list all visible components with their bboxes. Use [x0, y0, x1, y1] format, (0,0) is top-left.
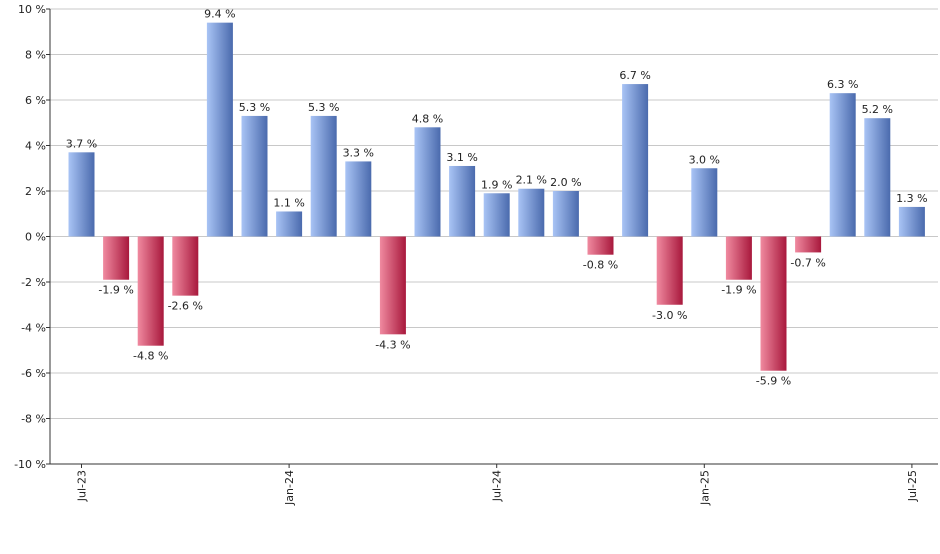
bar-Jan-25 [691, 168, 718, 237]
y-tick-label: 10 % [18, 3, 46, 16]
x-tick-label: Jan-24 [283, 470, 296, 506]
bar-Apr-25 [795, 236, 822, 253]
bar-Jan-24 [276, 211, 303, 237]
y-tick-label: 2 % [25, 185, 46, 198]
bar-Oct-24 [587, 236, 614, 255]
y-tick-label: -6 % [21, 367, 46, 380]
y-tick-label: -4 % [21, 322, 46, 335]
value-label-Dec-24: -3.0 % [652, 309, 687, 322]
value-label-Dec-23: 5.3 % [239, 101, 270, 114]
y-tick-label: -8 % [21, 413, 46, 426]
y-tick-label: 0 % [25, 231, 46, 244]
bar-Aug-23 [103, 236, 130, 280]
bar-Apr-24 [379, 236, 406, 335]
bar-Dec-23 [241, 115, 268, 237]
value-label-Jul-25: 1.3 % [896, 192, 927, 205]
bar-Jun-24 [449, 165, 476, 237]
x-tick-label: Jul-24 [491, 470, 504, 502]
bar-May-25 [829, 93, 856, 237]
bar-Jul-23 [68, 152, 95, 237]
value-label-Nov-24: 6.7 % [619, 69, 650, 82]
value-label-Nov-23: 9.4 % [204, 8, 235, 21]
bar-Nov-23 [206, 22, 233, 237]
value-label-May-25: 6.3 % [827, 78, 858, 91]
value-label-Apr-24: -4.3 % [375, 338, 410, 351]
value-label-Sep-23: -4.8 % [133, 350, 168, 363]
bar-Sep-23 [137, 236, 164, 346]
x-tick-label: Jul-23 [76, 470, 89, 502]
bar-Mar-24 [345, 161, 372, 237]
y-tick-label: 4 % [25, 140, 46, 153]
bar-Jul-25 [898, 206, 925, 237]
value-label-Oct-24: -0.8 % [583, 259, 618, 272]
y-tick-label: 6 % [25, 94, 46, 107]
value-label-Jul-24: 1.9 % [481, 178, 512, 191]
value-label-Aug-23: -1.9 % [98, 284, 133, 297]
bar-Feb-24 [310, 115, 337, 237]
bar-May-24 [414, 127, 441, 237]
value-label-Jan-24: 1.1 % [273, 196, 304, 209]
bars-layer [68, 22, 925, 371]
value-label-Feb-25: -1.9 % [721, 284, 756, 297]
value-label-Mar-25: -5.9 % [756, 375, 791, 388]
value-label-May-24: 4.8 % [412, 112, 443, 125]
y-tick-label: 8 % [25, 49, 46, 62]
value-label-Oct-23: -2.6 % [168, 300, 203, 313]
value-label-Sep-24: 2.0 % [550, 176, 581, 189]
bar-Jun-25 [864, 118, 891, 237]
value-label-Feb-24: 5.3 % [308, 101, 339, 114]
bar-Feb-25 [725, 236, 752, 280]
value-labels-layer: 3.7 % -1.9 % -4.8 % -2.6 % 9.4 % 5.3 % 1.1 % 5.… [66, 8, 928, 388]
value-label-Jun-25: 5.2 % [862, 103, 893, 116]
value-label-Aug-24: 2.1 % [516, 174, 547, 187]
bar-Nov-24 [622, 84, 649, 237]
value-label-Mar-24: 3.3 % [343, 146, 374, 159]
y-tick-label: -10 % [14, 458, 46, 471]
y-tick-label: -2 % [21, 276, 46, 289]
bar-Dec-24 [656, 236, 683, 305]
bar-Mar-25 [760, 236, 787, 371]
value-label-Jun-24: 3.1 % [446, 151, 477, 164]
x-tick-label: Jan-25 [698, 470, 711, 506]
bar-Aug-24 [518, 188, 545, 237]
value-label-Jan-25: 3.0 % [689, 153, 720, 166]
axis-layer: 10 % 8 % 6 % 4 % 2 % 0 % -2 % -4 % -6 % -8 % -10 %… [14, 3, 938, 506]
value-label-Apr-25: -0.7 % [790, 256, 825, 269]
bar-Jul-24 [483, 193, 510, 237]
value-label-Jul-23: 3.7 % [66, 137, 97, 150]
bar-Sep-24 [552, 191, 579, 237]
x-tick-label: Jul-25 [906, 470, 919, 502]
bar-Oct-23 [172, 236, 199, 296]
